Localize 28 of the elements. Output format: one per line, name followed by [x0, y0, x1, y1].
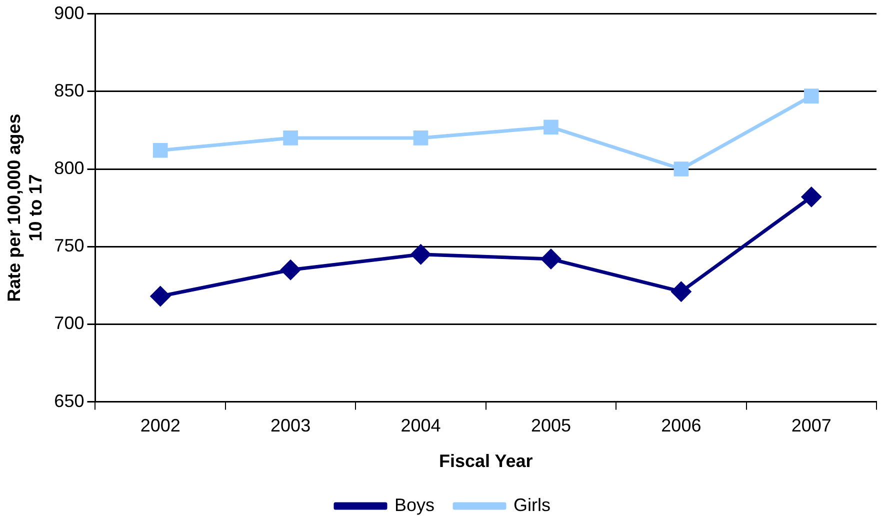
point [413, 130, 428, 146]
y-tick-label: 900 [54, 2, 84, 23]
point [671, 282, 691, 302]
legend-label: Girls [514, 494, 551, 515]
y-tick-label: 700 [54, 313, 84, 334]
point [802, 187, 822, 207]
x-tick-label: 2004 [400, 416, 441, 436]
x-tick-label: 2007 [791, 416, 832, 436]
point [283, 130, 298, 146]
y-tick-label: 750 [54, 236, 84, 256]
x-tick-label: 2005 [530, 416, 571, 436]
y-tick-label: 850 [54, 80, 84, 100]
x-tick-label: 2002 [140, 416, 180, 436]
point [280, 260, 300, 280]
y-tick-label: 650 [54, 390, 84, 411]
point [674, 162, 689, 176]
y-tick-label: 800 [54, 158, 84, 178]
legend-label: Boys [394, 494, 435, 515]
point [411, 244, 431, 264]
x-tick-label: 2003 [270, 416, 311, 436]
point [150, 286, 170, 306]
point [804, 88, 819, 104]
point [541, 249, 561, 269]
x-axis-title: Fiscal Year [438, 451, 533, 472]
x-tick-label: 2006 [661, 416, 702, 436]
y-axis-title: Rate per 100,000 ages 10 to 17 [4, 114, 46, 302]
point [152, 142, 168, 158]
point [544, 120, 558, 135]
